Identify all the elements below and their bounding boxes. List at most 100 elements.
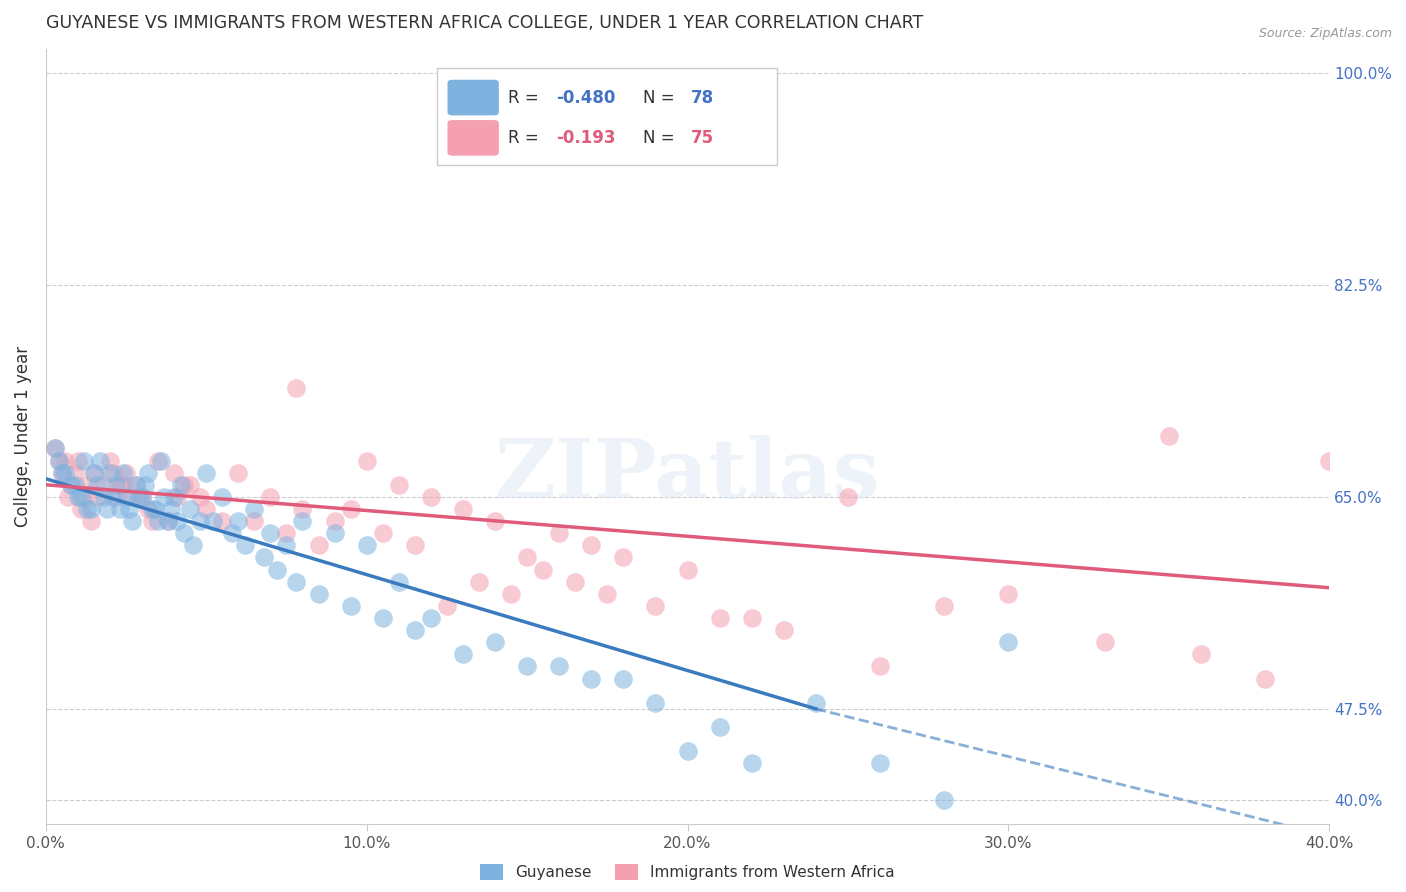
Point xyxy=(804,696,827,710)
Point xyxy=(226,514,249,528)
Point xyxy=(1254,672,1277,686)
Text: R =: R = xyxy=(508,128,544,147)
Point xyxy=(1094,635,1116,649)
Point xyxy=(195,466,218,480)
Point xyxy=(76,477,98,491)
Legend: Guyanese, Immigrants from Western Africa: Guyanese, Immigrants from Western Africa xyxy=(474,858,901,886)
Point xyxy=(179,477,201,491)
Point xyxy=(404,538,426,552)
Point xyxy=(166,490,188,504)
Text: GUYANESE VS IMMIGRANTS FROM WESTERN AFRICA COLLEGE, UNDER 1 YEAR CORRELATION CHA: GUYANESE VS IMMIGRANTS FROM WESTERN AFRI… xyxy=(46,14,922,32)
Point xyxy=(371,526,394,541)
Text: ZIPatlas: ZIPatlas xyxy=(495,435,880,515)
Point xyxy=(93,490,115,504)
Point xyxy=(644,599,666,613)
Point xyxy=(188,514,211,528)
Point xyxy=(96,502,118,516)
Point xyxy=(80,502,103,516)
Point xyxy=(163,490,186,504)
Point xyxy=(548,659,571,673)
Text: 75: 75 xyxy=(692,128,714,147)
Point xyxy=(138,502,160,516)
Text: N =: N = xyxy=(643,128,679,147)
Point xyxy=(58,490,80,504)
FancyBboxPatch shape xyxy=(447,79,499,115)
Point xyxy=(44,442,66,456)
Point xyxy=(108,477,131,491)
Point xyxy=(73,453,96,467)
Text: N =: N = xyxy=(643,88,679,106)
Point xyxy=(404,623,426,637)
Point xyxy=(869,756,891,771)
Point xyxy=(356,453,378,467)
Point xyxy=(53,453,76,467)
Point xyxy=(259,526,281,541)
Point xyxy=(997,587,1019,601)
Point xyxy=(356,538,378,552)
Point xyxy=(173,477,195,491)
Point xyxy=(53,466,76,480)
Point xyxy=(115,490,138,504)
Point xyxy=(124,477,146,491)
Point xyxy=(211,490,233,504)
Point xyxy=(173,526,195,541)
Point xyxy=(499,587,522,601)
Point xyxy=(451,502,474,516)
Point xyxy=(709,611,731,625)
Point xyxy=(63,466,86,480)
Point xyxy=(564,574,586,589)
Point xyxy=(339,502,361,516)
Point xyxy=(115,466,138,480)
Point xyxy=(141,502,163,516)
Point xyxy=(581,538,603,552)
Point xyxy=(388,477,411,491)
Point xyxy=(70,490,93,504)
Point xyxy=(612,672,634,686)
Point xyxy=(612,550,634,565)
Point xyxy=(201,514,224,528)
Point xyxy=(73,490,96,504)
Text: R =: R = xyxy=(508,88,544,106)
Point xyxy=(468,574,491,589)
Point xyxy=(89,453,111,467)
Point xyxy=(76,502,98,516)
Point xyxy=(388,574,411,589)
Point xyxy=(233,538,256,552)
Point xyxy=(156,514,179,528)
Point xyxy=(285,381,308,395)
Point xyxy=(266,563,288,577)
Point xyxy=(1317,453,1340,467)
Point xyxy=(146,453,169,467)
Point xyxy=(195,502,218,516)
Point xyxy=(226,466,249,480)
Point xyxy=(108,502,131,516)
Point xyxy=(548,526,571,541)
Point xyxy=(709,720,731,734)
Point xyxy=(371,611,394,625)
Point xyxy=(48,453,70,467)
Point xyxy=(451,648,474,662)
Point xyxy=(581,672,603,686)
Point xyxy=(163,466,186,480)
Point xyxy=(323,526,346,541)
Point xyxy=(153,490,176,504)
Point xyxy=(51,466,73,480)
Point xyxy=(156,514,179,528)
Point xyxy=(934,793,956,807)
Point xyxy=(676,563,699,577)
Point xyxy=(419,490,441,504)
Point xyxy=(644,696,666,710)
Point xyxy=(98,466,121,480)
Point xyxy=(63,477,86,491)
Point xyxy=(66,490,89,504)
Point xyxy=(118,502,141,516)
Point xyxy=(1189,648,1212,662)
Point xyxy=(124,477,146,491)
Point xyxy=(93,477,115,491)
Point xyxy=(105,477,128,491)
Point xyxy=(138,466,160,480)
Point xyxy=(121,514,143,528)
Point xyxy=(143,502,166,516)
Point xyxy=(308,587,330,601)
Text: -0.193: -0.193 xyxy=(557,128,616,147)
